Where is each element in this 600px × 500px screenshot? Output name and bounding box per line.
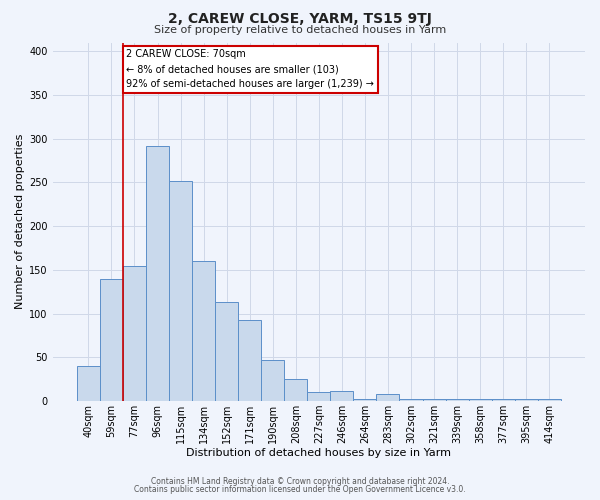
Bar bbox=[469, 400, 491, 401]
Text: 2, CAREW CLOSE, YARM, TS15 9TJ: 2, CAREW CLOSE, YARM, TS15 9TJ bbox=[168, 12, 432, 26]
Bar bbox=[77, 366, 100, 401]
Text: Size of property relative to detached houses in Yarm: Size of property relative to detached ho… bbox=[154, 25, 446, 35]
Bar bbox=[491, 400, 515, 401]
Bar bbox=[100, 278, 123, 401]
Bar bbox=[538, 400, 561, 401]
Bar bbox=[353, 400, 376, 401]
Bar bbox=[169, 180, 192, 401]
Bar bbox=[331, 392, 353, 401]
Text: Contains HM Land Registry data © Crown copyright and database right 2024.: Contains HM Land Registry data © Crown c… bbox=[151, 477, 449, 486]
Text: Contains public sector information licensed under the Open Government Licence v3: Contains public sector information licen… bbox=[134, 485, 466, 494]
X-axis label: Distribution of detached houses by size in Yarm: Distribution of detached houses by size … bbox=[187, 448, 451, 458]
Bar bbox=[422, 400, 446, 401]
Bar bbox=[238, 320, 261, 401]
Y-axis label: Number of detached properties: Number of detached properties bbox=[15, 134, 25, 310]
Bar bbox=[307, 392, 331, 401]
Bar bbox=[192, 261, 215, 401]
Bar bbox=[123, 266, 146, 401]
Bar bbox=[446, 400, 469, 401]
Text: 2 CAREW CLOSE: 70sqm
← 8% of detached houses are smaller (103)
92% of semi-detac: 2 CAREW CLOSE: 70sqm ← 8% of detached ho… bbox=[127, 50, 374, 89]
Bar bbox=[515, 400, 538, 401]
Bar bbox=[146, 146, 169, 401]
Bar bbox=[284, 379, 307, 401]
Bar bbox=[261, 360, 284, 401]
Bar bbox=[400, 400, 422, 401]
Bar bbox=[376, 394, 400, 401]
Bar bbox=[215, 302, 238, 401]
